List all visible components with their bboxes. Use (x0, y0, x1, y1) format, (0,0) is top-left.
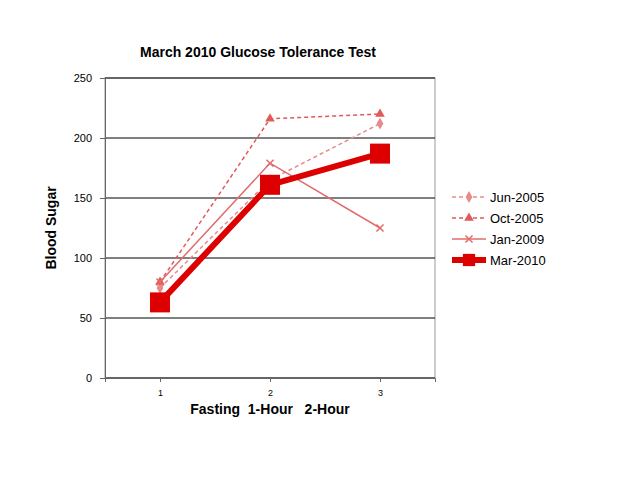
legend-label: Jan-2009 (490, 232, 544, 247)
y-axis-line (100, 79, 106, 379)
grid-line (105, 198, 435, 199)
y-tick: 0 (86, 372, 105, 384)
chart: 0 50 100 150 200 250 1 2 3 March 2010 Glucose Tol… (0, 0, 617, 480)
plot-area (150, 108, 390, 312)
x-tick-mark (160, 378, 161, 382)
series (155, 108, 385, 284)
y-axis-title: Blood Sugar (43, 186, 59, 270)
marker (266, 160, 273, 167)
legend-label: Oct-2005 (490, 211, 543, 226)
y-tick: 150 (74, 192, 105, 204)
y-tick-mark (100, 318, 105, 319)
legend-marker (465, 235, 472, 242)
title: March 2010 Glucose Tolerance Test (140, 44, 376, 60)
legend-marker (464, 212, 474, 220)
y-tick-mark (100, 258, 105, 259)
x-axis: 1 2 3 (106, 378, 436, 398)
legend-item: Mar-2010 (452, 253, 546, 268)
grid-line (105, 78, 435, 79)
y-tick: 200 (74, 132, 105, 144)
y-axis: 0 50 100 150 200 250 (74, 72, 106, 384)
y-tick-label: 100 (74, 252, 92, 264)
legend-label: Jun-2005 (490, 190, 544, 205)
grid-line (105, 318, 435, 319)
y-tick: 50 (80, 312, 105, 324)
y-tick-label: 0 (86, 372, 92, 384)
x-tick: 3 (378, 378, 383, 398)
x-tick-mark (380, 378, 381, 382)
marker (260, 175, 280, 195)
marker (377, 118, 384, 130)
series-line (160, 154, 380, 303)
marker (156, 278, 163, 285)
grid (105, 78, 435, 378)
legend-marker (463, 254, 475, 266)
y-tick-label: 150 (74, 192, 92, 204)
x-tick: 2 (268, 378, 273, 398)
series (150, 144, 390, 313)
y-tick: 100 (74, 252, 105, 264)
y-tick-mark (100, 138, 105, 139)
plot-frame (105, 78, 435, 378)
y-tick-label: 250 (74, 72, 92, 84)
y-tick-mark (100, 378, 105, 379)
x-tick-label: 3 (378, 388, 383, 398)
marker (370, 144, 390, 164)
legend-item: Jan-2009 (452, 232, 544, 247)
grid-line (105, 138, 435, 139)
y-tick-label: 200 (74, 132, 92, 144)
legend-marker (466, 191, 473, 203)
marker (375, 108, 385, 116)
y-tick: 250 (74, 72, 105, 84)
legend-label: Mar-2010 (490, 253, 546, 268)
x-tick-mark (270, 378, 271, 382)
marker (150, 292, 170, 312)
y-tick-label: 50 (80, 312, 92, 324)
grid-line (105, 258, 435, 259)
legend-item: Jun-2005 (452, 190, 544, 205)
x-tick: 1 (158, 378, 163, 398)
legend: Jun-2005 Oct-2005 Jan-2009 Mar-2010 (452, 190, 546, 268)
series-line (160, 114, 380, 282)
marker (265, 113, 275, 121)
x-tick-label: 2 (268, 388, 273, 398)
y-tick-mark (100, 78, 105, 79)
x-axis-line (106, 379, 436, 383)
y-tick-mark (100, 198, 105, 199)
x-axis-title: Fasting 1-Hour 2-Hour (190, 401, 350, 417)
x-tick-label: 1 (158, 388, 163, 398)
legend-item: Oct-2005 (452, 211, 543, 226)
marker (376, 224, 383, 231)
